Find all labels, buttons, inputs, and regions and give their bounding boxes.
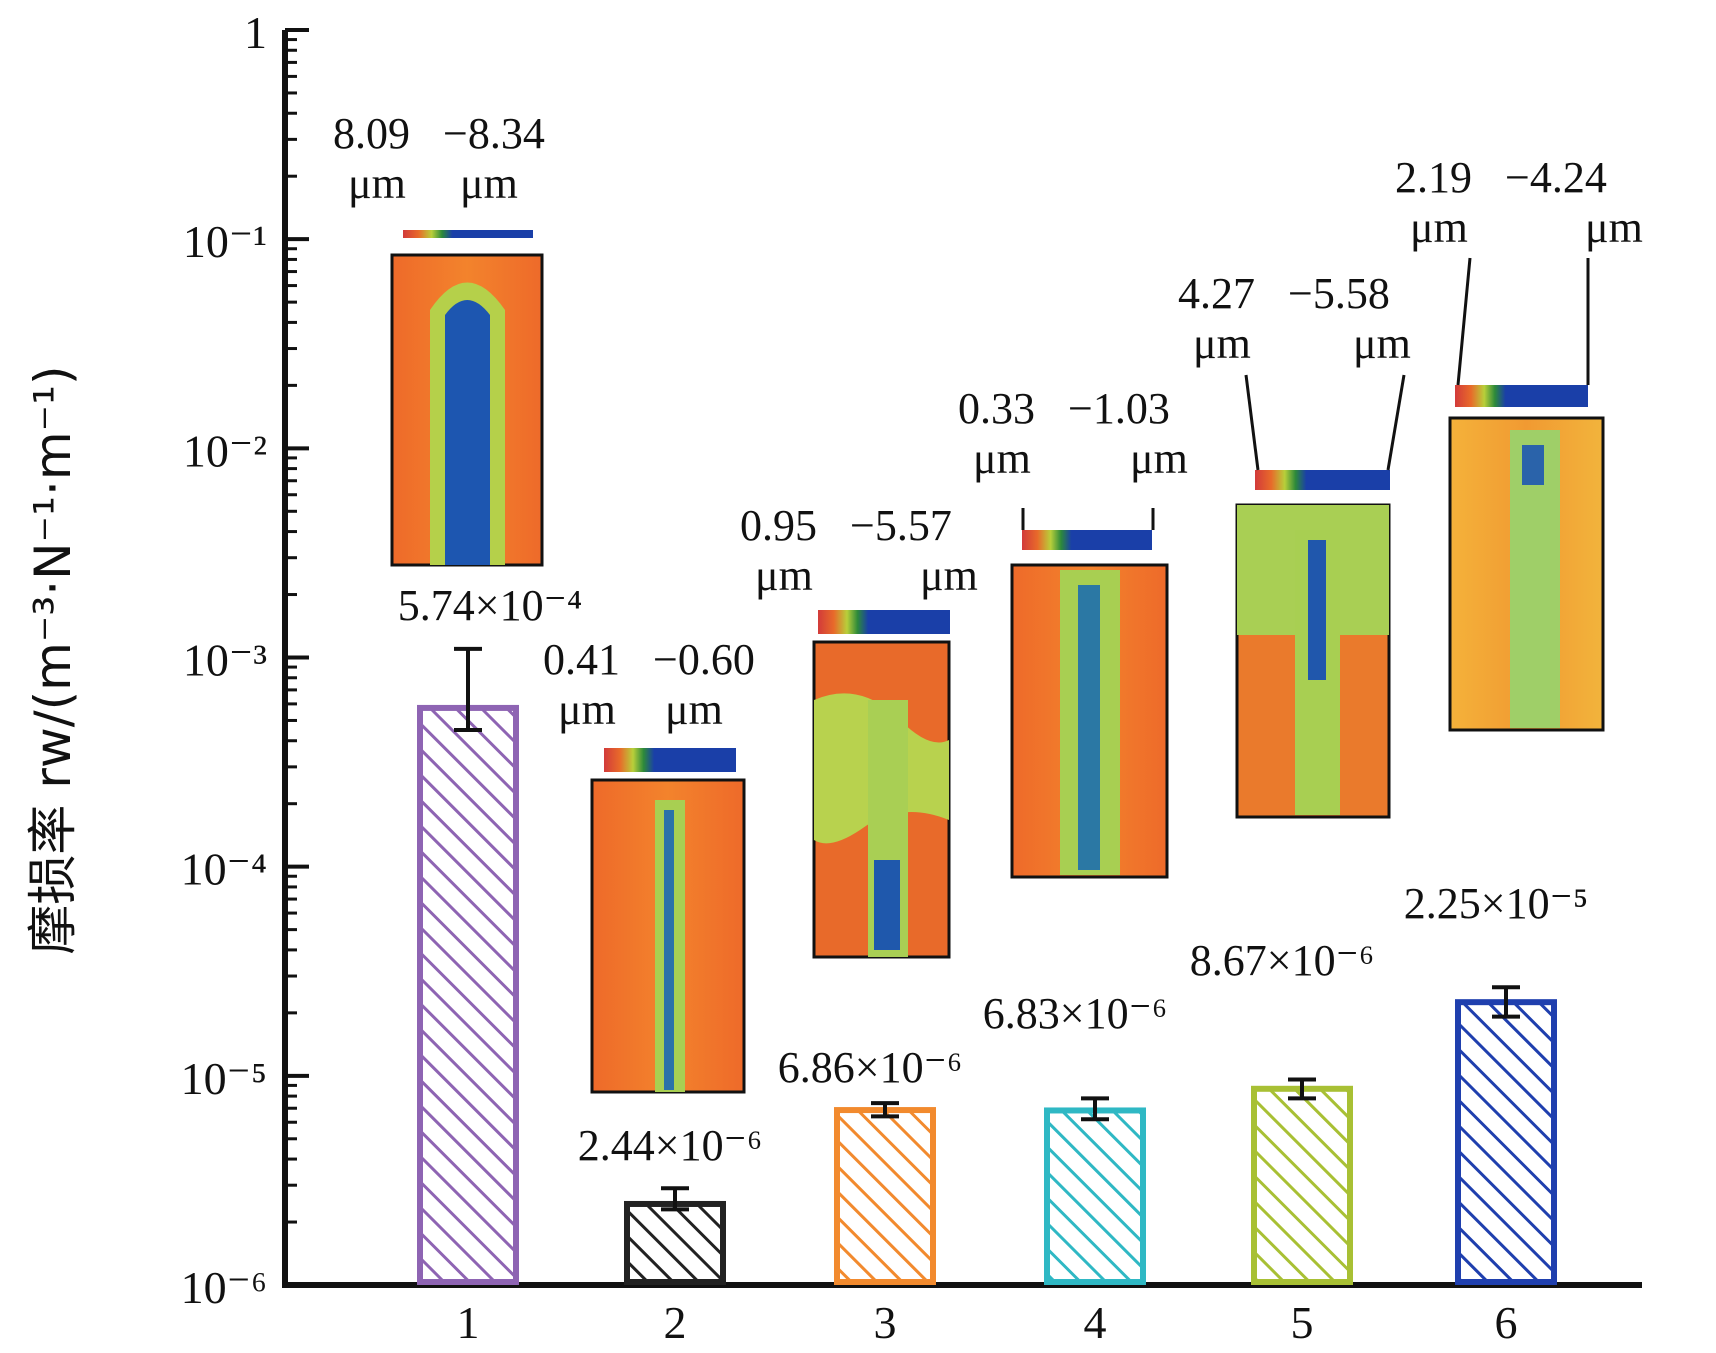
depth-range-low: 2.19	[1395, 153, 1472, 202]
bar-6	[1455, 999, 1557, 1286]
depth-range-low: 8.09	[333, 109, 410, 158]
y-tick-label: 10⁻²	[183, 425, 267, 476]
depth-range-low-unit: μm	[348, 159, 406, 208]
y-axis-tick-labels: 1 10⁻¹ 10⁻² 10⁻³ 10⁻⁴ 10⁻⁵ 10⁻⁶	[181, 7, 267, 1313]
y-tick-label: 10⁻⁴	[181, 844, 267, 895]
depth-range-high: −5.57	[850, 501, 952, 550]
depth-range-low-unit: μm	[1410, 203, 1468, 252]
depth-range-low-unit: μm	[973, 434, 1031, 483]
value-label-1: 5.74×10⁻⁴	[398, 581, 582, 630]
y-tick-label: 1	[244, 7, 267, 58]
value-label-6: 2.25×10⁻⁵	[1404, 879, 1588, 928]
range-leader-lines	[1021, 257, 1590, 530]
depth-range-high-unit: μm	[1130, 434, 1188, 483]
error-bar-3	[871, 1101, 899, 1119]
bar-5	[1251, 1085, 1353, 1286]
depth-range-low-unit: μm	[558, 685, 616, 734]
depth-range-high: −0.60	[653, 635, 755, 684]
wear-track-image-5	[1235, 470, 1391, 819]
error-bar-6	[1492, 985, 1520, 1019]
error-bar-5	[1288, 1077, 1316, 1101]
wear-track-insets	[390, 230, 1605, 1094]
value-label-5: 8.67×10⁻⁶	[1190, 936, 1374, 985]
depth-range-low: 0.41	[543, 635, 620, 684]
depth-range-high: −8.34	[443, 109, 545, 158]
y-tick-label: 10⁻¹	[183, 216, 267, 267]
wear-track-image-4	[1010, 530, 1169, 879]
x-tick-label: 2	[664, 1297, 687, 1348]
depth-range-high-unit: μm	[1353, 319, 1411, 368]
depth-range-high: −5.58	[1288, 269, 1390, 318]
x-axis-tick-labels: 1 2 3 4 5 6	[457, 1297, 1518, 1348]
wear-track-image-6	[1448, 385, 1605, 732]
depth-range-low-unit: μm	[1193, 319, 1251, 368]
value-labels: 5.74×10⁻⁴ 2.44×10⁻⁶ 6.86×10⁻⁶ 6.83×10⁻⁶ 8.67…	[398, 581, 1588, 1170]
y-tick-label: 10⁻⁵	[181, 1053, 267, 1104]
value-label-4: 6.83×10⁻⁶	[983, 989, 1167, 1038]
depth-range-low: 0.95	[740, 501, 817, 550]
x-tick-label: 1	[457, 1297, 480, 1348]
bar-1	[417, 704, 519, 1285]
wear-track-image-1	[390, 230, 544, 567]
wear-track-image-3	[812, 610, 951, 959]
depth-range-high: −4.24	[1505, 153, 1607, 202]
y-axis-label: 摩损率 rw/(m⁻³·N⁻¹·m⁻¹)	[24, 365, 82, 954]
x-tick-label: 4	[1084, 1297, 1107, 1348]
y-tick-label: 10⁻³	[183, 635, 267, 686]
value-label-3: 6.86×10⁻⁶	[778, 1043, 962, 1092]
depth-range-low-unit: μm	[755, 551, 813, 600]
bar-4	[1044, 1107, 1146, 1286]
error-bar-2	[661, 1186, 689, 1212]
y-axis-ticks	[285, 28, 309, 1287]
depth-range-high-unit: μm	[460, 159, 518, 208]
depth-range-high-unit: μm	[920, 551, 978, 600]
bars	[417, 704, 1557, 1286]
value-label-2: 2.44×10⁻⁶	[578, 1121, 762, 1170]
y-tick-label: 10⁻⁶	[181, 1262, 267, 1313]
depth-range-high-unit: μm	[1585, 203, 1643, 252]
x-tick-label: 6	[1495, 1297, 1518, 1348]
error-bar-1	[454, 646, 482, 733]
depth-range-low: 0.33	[958, 384, 1035, 433]
depth-range-high-unit: μm	[665, 685, 723, 734]
x-tick-label: 3	[874, 1297, 897, 1348]
error-bar-4	[1081, 1096, 1109, 1122]
x-axis: 1 2 3 4 5 6	[282, 1282, 1642, 1348]
x-tick-label: 5	[1291, 1297, 1314, 1348]
y-axis: 1 10⁻¹ 10⁻² 10⁻³ 10⁻⁴ 10⁻⁵ 10⁻⁶	[181, 7, 309, 1313]
depth-range-low: 4.27	[1178, 269, 1255, 318]
error-bars	[454, 646, 1520, 1212]
bar-3	[834, 1107, 936, 1285]
bar-2	[624, 1200, 726, 1285]
depth-range-high: −1.03	[1068, 384, 1170, 433]
wear-track-image-2	[590, 748, 746, 1094]
